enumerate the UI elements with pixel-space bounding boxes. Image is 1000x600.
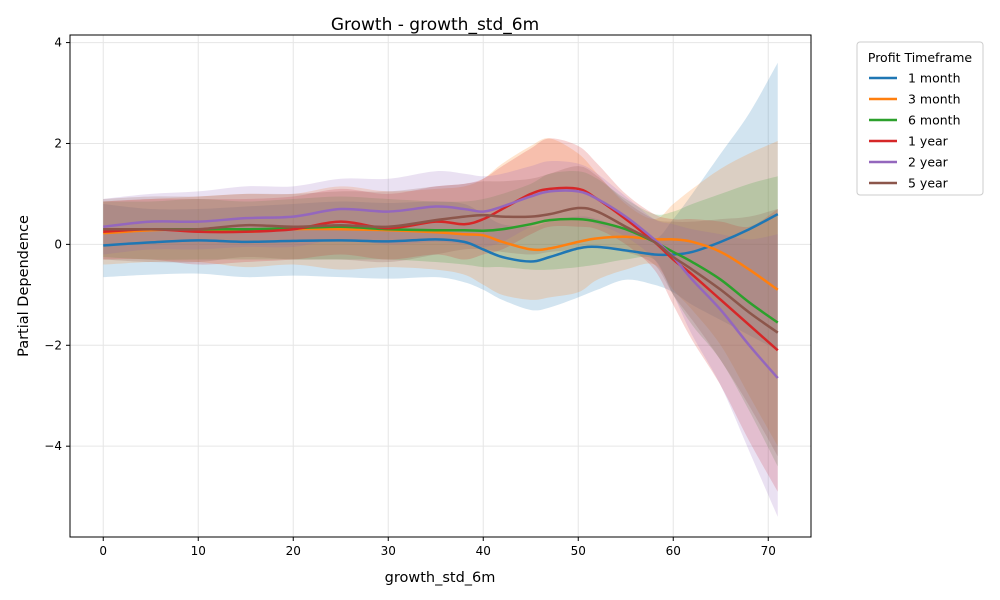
series-line [103,217,779,324]
legend-title: Profit Timeframe [868,50,973,65]
series-lines [103,186,779,379]
confidence-band [103,166,778,457]
y-axis-ticks: 4 2 0 −2 −4 [44,36,70,453]
series-line [103,213,779,263]
grid [70,35,811,537]
legend-label: 5 year [908,176,949,191]
x-tick-label: 70 [761,544,776,558]
confidence-band [103,170,778,467]
chart-title: Growth - growth_std_6m [331,15,539,35]
plot-frame [69,34,812,538]
y-tick-label: 2 [54,136,62,150]
x-tick-label: 10 [191,544,206,558]
y-tick-label: −2 [44,338,62,352]
y-tick-label: 4 [54,36,62,50]
series-line [103,206,779,334]
x-tick-label: 0 [99,544,107,558]
legend-label: 2 year [908,155,949,170]
x-tick-label: 40 [476,544,491,558]
y-axis-label: Partial Dependence [16,215,32,357]
x-tick-label: 20 [286,544,301,558]
legend-label: 1 year [908,134,949,149]
x-tick-label: 50 [571,544,586,558]
series-line [103,189,779,379]
legend-items: 1 month 3 month 6 month 1 year 2 year 5 year [869,71,961,191]
legend-label: 1 month [908,71,961,86]
legend-box [856,41,984,196]
confidence-band [103,138,778,447]
x-axis-ticks: 0 10 20 30 40 50 60 70 [99,537,776,558]
y-tick-label: 0 [54,237,62,251]
x-tick-label: 60 [666,544,681,558]
x-tick-label: 30 [381,544,396,558]
y-tick-label: −4 [44,439,62,453]
x-axis-label: growth_std_6m [385,570,496,586]
legend-label: 6 month [908,113,961,128]
legend-label: 3 month [908,92,961,107]
